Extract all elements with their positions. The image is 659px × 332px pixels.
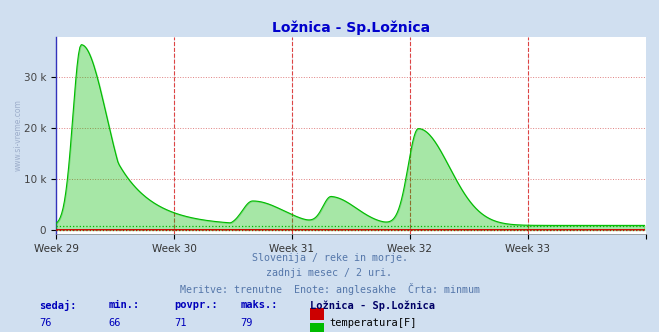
Text: temperatura[F]: temperatura[F] <box>330 318 417 328</box>
Text: Slovenija / reke in morje.: Slovenija / reke in morje. <box>252 253 407 263</box>
Text: maks.:: maks.: <box>241 300 278 310</box>
Text: Meritve: trenutne  Enote: anglesakhe  Črta: minmum: Meritve: trenutne Enote: anglesakhe Črta… <box>179 283 480 295</box>
Text: 66: 66 <box>109 318 121 328</box>
Text: povpr.:: povpr.: <box>175 300 218 310</box>
Text: 71: 71 <box>175 318 187 328</box>
Text: 76: 76 <box>40 318 52 328</box>
Text: min.:: min.: <box>109 300 140 310</box>
Text: www.si-vreme.com: www.si-vreme.com <box>13 99 22 171</box>
Title: Ložnica - Sp.Ložnica: Ložnica - Sp.Ložnica <box>272 21 430 35</box>
Text: sedaj:: sedaj: <box>40 300 77 311</box>
Text: zadnji mesec / 2 uri.: zadnji mesec / 2 uri. <box>266 268 393 278</box>
Text: Ložnica - Sp.Ložnica: Ložnica - Sp.Ložnica <box>310 300 435 311</box>
Text: 79: 79 <box>241 318 253 328</box>
